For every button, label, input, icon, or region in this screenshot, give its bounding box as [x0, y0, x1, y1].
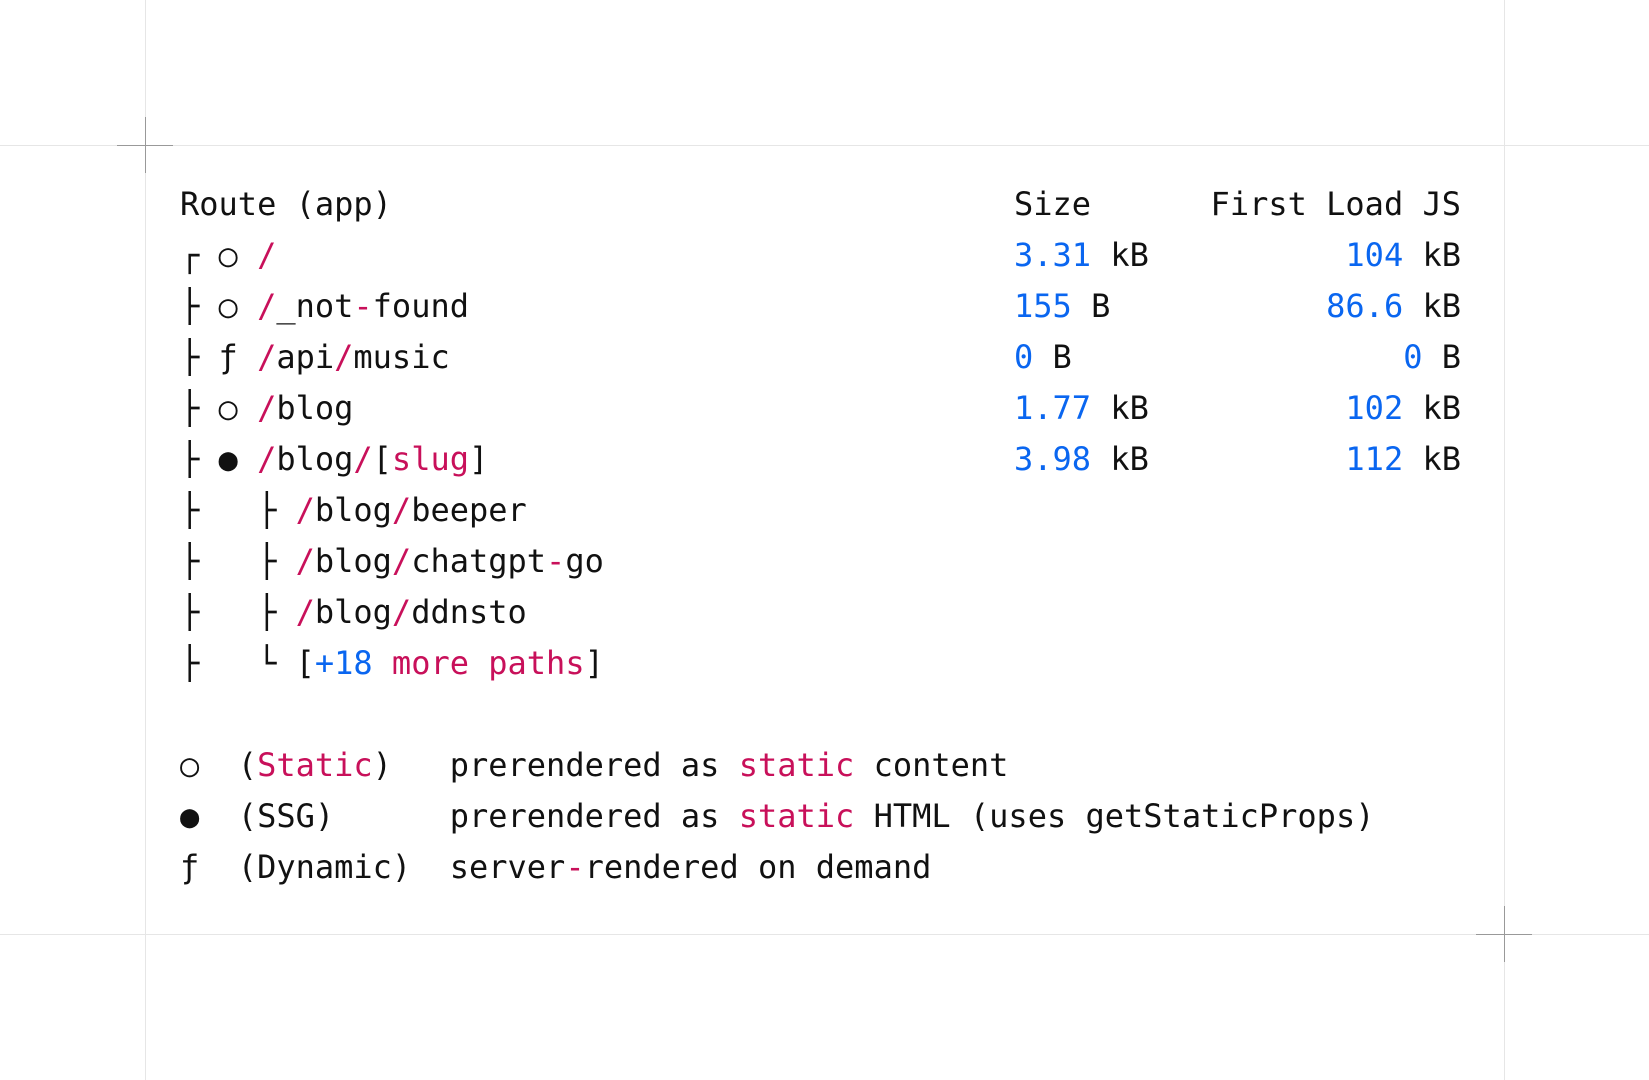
size-unit: B [1091, 287, 1111, 325]
legend-symbol-icon: ƒ [180, 848, 200, 886]
route-first-load: 104 kB [1345, 230, 1461, 281]
route-row: ├ ○ /blog [180, 383, 353, 434]
first-load-value: 0 [1403, 338, 1423, 376]
route-first-load: 86.6 kB [1326, 281, 1461, 332]
tree-branch-sub: ├ [257, 491, 277, 529]
legend-row: ƒ (Dynamic) server-rendered on demand [180, 848, 932, 886]
route-header: Route (app) [180, 185, 392, 223]
crosshair-bottom-right-v [1504, 906, 1505, 962]
legend-name: Dynamic [257, 848, 392, 886]
first-load-header: First Load JS [1210, 185, 1461, 223]
route-row: ├ ├ /blog/ddnsto [180, 587, 527, 638]
tree-branch: ├ [180, 338, 200, 376]
route-size: 3.98 kB [1014, 434, 1149, 485]
first-load-unit: kB [1422, 389, 1461, 427]
route-path[interactable]: /_not-found [257, 287, 469, 325]
route-row: ├ ○ /_not-found [180, 281, 469, 332]
tree-branch-sub: └ [257, 644, 277, 682]
legend-name: Static [257, 746, 373, 784]
legend-description: server-rendered on demand [449, 848, 932, 886]
route-size: 155 B [1014, 281, 1110, 332]
tree-branch: ├ [180, 593, 200, 631]
tree-branch: ├ [180, 644, 200, 682]
route-row: ├ ƒ /api/music [180, 332, 450, 383]
first-load-value: 112 [1345, 440, 1404, 478]
tree-branch: ┌ [180, 236, 200, 274]
size-value: 3.98 [1014, 440, 1092, 478]
route-type-icon: ● [218, 440, 238, 478]
route-first-load: 112 kB [1345, 434, 1461, 485]
tree-branch: ├ [180, 542, 200, 580]
first-load-unit: B [1441, 338, 1461, 376]
grid-line-top [0, 145, 1649, 146]
legend-description: prerendered as static HTML (uses getStat… [449, 797, 1375, 835]
first-load-value: 86.6 [1326, 287, 1404, 325]
route-path[interactable]: /blog [257, 389, 354, 427]
grid-line-left [145, 0, 146, 1080]
route-row: ├ ├ /blog/beeper [180, 485, 527, 536]
legend-row: ● (SSG) prerendered as static HTML (uses… [180, 797, 1375, 835]
route-row: ├ ├ /blog/chatgpt-go [180, 536, 604, 587]
route-path[interactable]: /blog/beeper [295, 491, 527, 529]
tree-branch-sub: ├ [257, 593, 277, 631]
route-type-icon: ○ [218, 287, 238, 325]
size-header: Size [1014, 185, 1092, 223]
tree-branch-sub: ├ [257, 542, 277, 580]
legend-description: prerendered as static content [449, 746, 1009, 784]
more-paths-count: +18 [314, 644, 373, 682]
legend-symbol-icon: ○ [180, 746, 200, 784]
size-value: 3.31 [1014, 236, 1092, 274]
route-row: ├ └ [+18 more paths] [180, 638, 604, 689]
crosshair-top-left-v [145, 117, 146, 173]
first-load-unit: kB [1422, 287, 1461, 325]
first-load-value: 102 [1345, 389, 1404, 427]
tree-branch: ├ [180, 389, 200, 427]
tree-branch: ├ [180, 440, 200, 478]
more-paths-label: more paths [391, 644, 585, 682]
first-load-unit: kB [1422, 236, 1461, 274]
legend-symbol-icon: ● [180, 797, 200, 835]
route-type-icon: ○ [218, 389, 238, 427]
tree-branch: ├ [180, 287, 200, 325]
route-path[interactable]: /blog/chatgpt-go [295, 542, 604, 580]
route-path[interactable]: /blog/ddnsto [295, 593, 527, 631]
size-value: 155 [1014, 287, 1072, 325]
route-type-icon: ○ [218, 236, 238, 274]
size-value: 1.77 [1014, 389, 1092, 427]
size-unit: kB [1110, 236, 1149, 274]
route-type-icon: ƒ [218, 338, 238, 376]
route-first-load: 0 B [1403, 332, 1461, 383]
legend-name: SSG [257, 797, 315, 835]
size-unit: kB [1110, 440, 1149, 478]
route-path[interactable]: / [257, 236, 277, 274]
route-size: 1.77 kB [1014, 383, 1149, 434]
size-unit: B [1052, 338, 1072, 376]
first-load-value: 104 [1345, 236, 1404, 274]
first-load-unit: kB [1422, 440, 1461, 478]
more-paths: [+18 more paths] [295, 644, 604, 682]
route-row: ┌ ○ / [180, 230, 276, 281]
legend-row: ○ (Static) prerendered as static content [180, 746, 1009, 784]
route-first-load: 102 kB [1345, 383, 1461, 434]
grid-line-right [1504, 0, 1505, 1080]
size-unit: kB [1110, 389, 1149, 427]
route-row: ├ ● /blog/[slug] [180, 434, 488, 485]
route-size: 3.31 kB [1014, 230, 1149, 281]
size-value: 0 [1014, 338, 1034, 376]
route-path[interactable]: /blog/[slug] [257, 440, 489, 478]
route-path[interactable]: /api/music [257, 338, 450, 376]
route-size: 0 B [1014, 332, 1072, 383]
tree-branch: ├ [180, 491, 200, 529]
grid-line-bottom [0, 934, 1649, 935]
